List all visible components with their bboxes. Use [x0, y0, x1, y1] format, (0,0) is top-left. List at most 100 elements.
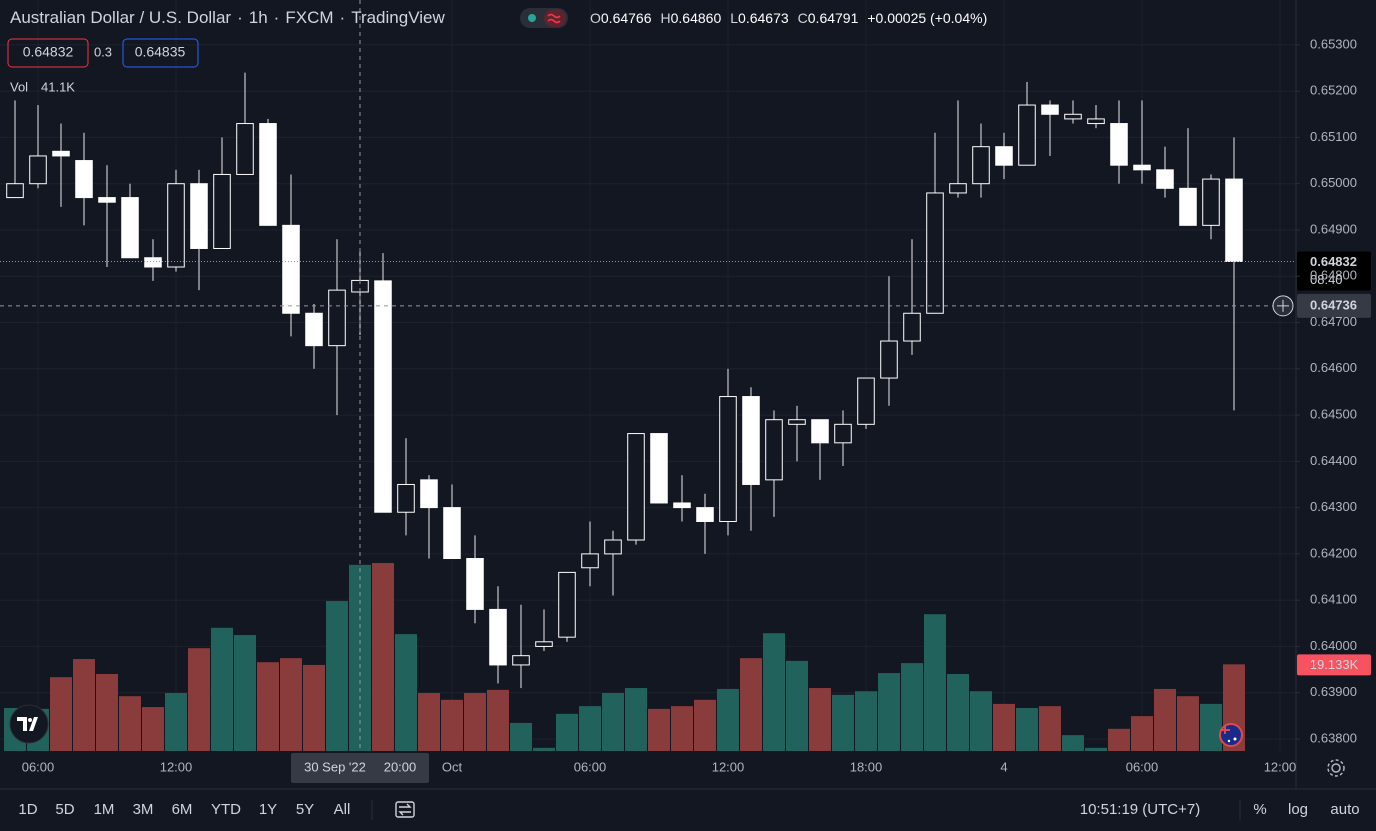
volume-bar — [371, 563, 394, 751]
candle-body — [1041, 104, 1059, 115]
y-tick-label: 0.65200 — [1310, 83, 1357, 98]
candle-body — [1087, 118, 1105, 125]
settings-icon[interactable] — [1327, 759, 1345, 777]
volume-bar — [440, 699, 463, 751]
scale-option[interactable]: auto — [1330, 801, 1359, 818]
scale-option[interactable]: log — [1288, 801, 1308, 818]
candle-body — [880, 340, 898, 379]
candle-body — [765, 419, 783, 481]
volume-bar — [693, 699, 716, 751]
candle-body — [190, 183, 208, 249]
volume-bar — [992, 703, 1015, 751]
ohlc-key: H — [661, 10, 671, 26]
candle-body — [512, 655, 530, 666]
candle-body — [857, 377, 875, 425]
y-tick-label: 0.64500 — [1310, 407, 1357, 422]
candle-body — [558, 571, 576, 638]
volume-bar — [279, 658, 302, 751]
ohlc-key: O — [590, 10, 601, 26]
volume-bar — [1176, 696, 1199, 751]
volume-bar — [831, 694, 854, 751]
volume-bar — [1061, 735, 1084, 751]
volume-legend-name: Vol — [10, 79, 28, 94]
y-tick-label: 0.64300 — [1310, 499, 1357, 514]
volume-bar — [785, 660, 808, 751]
candle-body — [926, 192, 944, 314]
y-tick-label: 0.64700 — [1310, 314, 1357, 329]
compare-icon[interactable] — [395, 801, 415, 818]
candle-body — [213, 173, 231, 249]
range-button[interactable]: 1M — [94, 801, 115, 818]
volume-bar — [509, 722, 532, 751]
status-pill[interactable] — [520, 8, 568, 28]
candle-body — [1018, 104, 1036, 166]
volume-bar — [969, 691, 992, 751]
candle-body — [1202, 178, 1220, 226]
sell-button[interactable] — [7, 38, 89, 68]
range-button[interactable]: 6M — [172, 801, 193, 818]
x-tick-label: Oct — [442, 759, 463, 774]
candle-body — [6, 183, 24, 199]
candle-body — [466, 558, 484, 610]
volume-bar — [141, 707, 164, 751]
volume-bar — [555, 713, 578, 751]
candle-body — [1110, 123, 1128, 166]
y-tick-label: 0.63800 — [1310, 730, 1357, 745]
range-button[interactable]: 1Y — [259, 801, 277, 818]
spread: 0.3 — [94, 44, 112, 59]
volume-bar — [716, 688, 739, 751]
candle-body — [29, 155, 47, 185]
y-tick-label: 0.64600 — [1310, 360, 1357, 375]
candle-body — [1179, 187, 1197, 226]
crosshair-time-label: 30 Sep '22 — [304, 759, 366, 774]
header-separator: · — [340, 8, 346, 27]
grid — [0, 0, 1296, 751]
volume-bar — [808, 688, 831, 751]
header-interval: 1h — [249, 8, 268, 27]
candle-body — [650, 433, 668, 504]
candle-body — [443, 507, 461, 560]
candle-body — [144, 257, 162, 268]
range-button[interactable]: All — [334, 801, 351, 818]
candle-body — [75, 160, 93, 199]
range-button[interactable]: YTD — [211, 801, 241, 818]
ohlc-key: L — [730, 10, 738, 26]
y-tick-label: 0.65100 — [1310, 129, 1357, 144]
buy-price: 0.64835 — [135, 44, 186, 60]
crosshair-time-box — [290, 753, 429, 783]
clock: 10:51:19 (UTC+7) — [1080, 801, 1200, 818]
candle-body — [167, 183, 185, 268]
ohlc-legend: O0.64766 H0.64860 L0.64673 C0.64791 +0.00025… — [590, 10, 987, 26]
crosshair-price-box — [1297, 293, 1371, 318]
volume-bar — [256, 662, 279, 751]
candle-body — [834, 423, 852, 444]
buy-button[interactable] — [122, 38, 199, 68]
volume-last-label: 19.133K — [1310, 657, 1359, 672]
y-tick-label: 0.65000 — [1310, 175, 1357, 190]
last-price-label: 0.64832 — [1310, 254, 1357, 269]
candle-body — [1064, 113, 1082, 120]
range-button[interactable]: 5D — [55, 801, 74, 818]
ohlc-value: 0.64673 — [738, 10, 789, 26]
volume-bar — [762, 633, 785, 751]
range-button[interactable]: 5Y — [296, 801, 314, 818]
scale-option[interactable]: % — [1253, 801, 1266, 818]
ohlc-value: 0.64766 — [601, 10, 652, 26]
header-separator: · — [274, 8, 280, 27]
range-button[interactable]: 3M — [133, 801, 154, 818]
volume-bar — [325, 601, 348, 751]
range-button[interactable]: 1D — [18, 801, 37, 818]
volume-bar — [578, 706, 601, 751]
volume-bar — [1038, 706, 1061, 751]
y-tick-label: 0.64400 — [1310, 453, 1357, 468]
y-tick-label: 0.64000 — [1310, 638, 1357, 653]
candle-body — [259, 123, 277, 226]
header-exchange: FXCM — [285, 8, 333, 27]
volume-bar — [601, 693, 624, 751]
volume-bar — [49, 677, 72, 751]
volume-bar — [1107, 728, 1130, 751]
candle-body — [305, 312, 323, 347]
x-tick-label: 12:00 — [1264, 759, 1297, 774]
volume-legend-value: 41.1K — [41, 79, 75, 94]
